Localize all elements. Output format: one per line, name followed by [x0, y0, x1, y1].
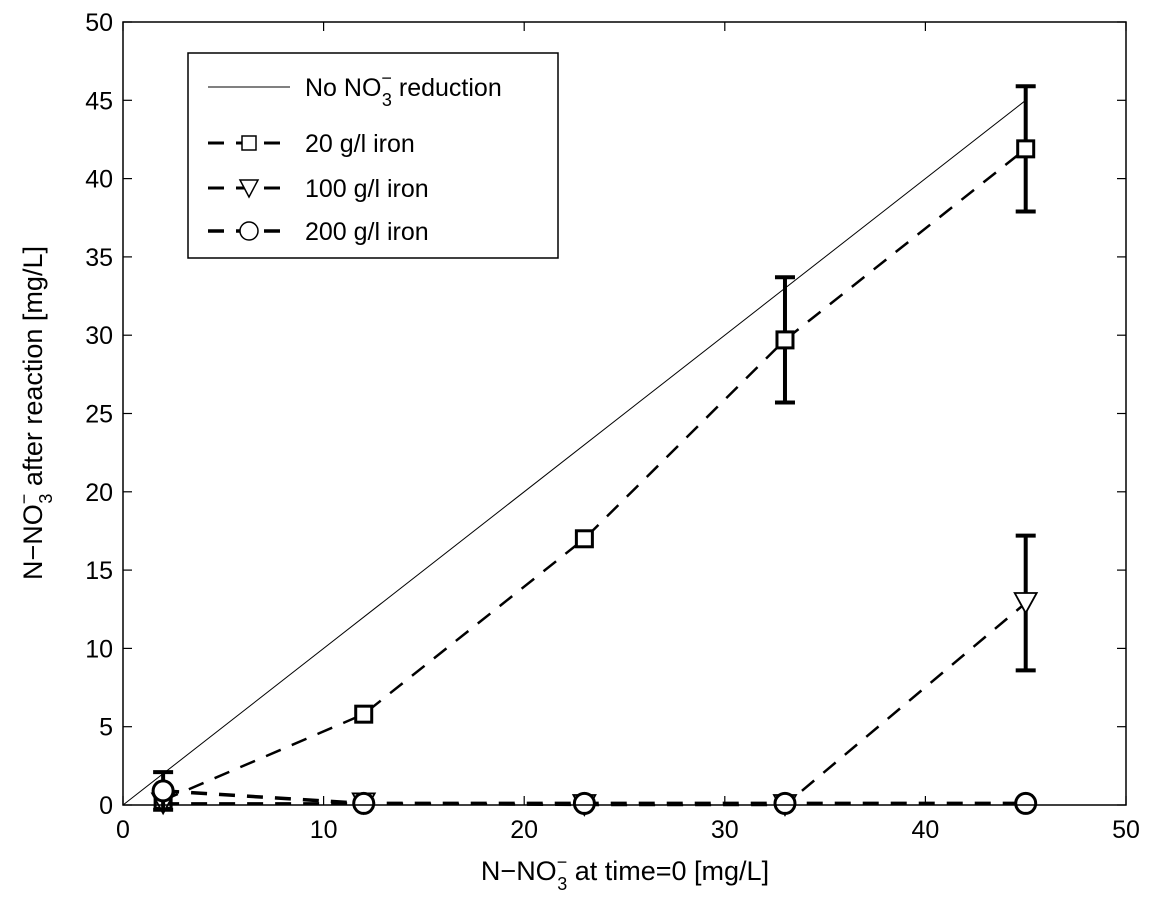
- x-tick-label: 20: [510, 816, 538, 844]
- y-axis-label: N−NO− 3 after reaction [mg/L]: [14, 246, 56, 580]
- x-axis-label: N−NO− 3 at time=0 [mg/L]: [481, 852, 769, 894]
- data-point-square: [354, 704, 374, 724]
- data-point-circle: [151, 779, 175, 803]
- series-200-g-l-iron: [151, 770, 1038, 815]
- legend-label-reference: No NO− 3 reduction: [305, 68, 502, 110]
- x-tick-label: 0: [116, 816, 130, 844]
- y-tick-label: 50: [85, 9, 113, 37]
- legend-marker-circle: [239, 221, 259, 241]
- x-tick-label: 30: [711, 816, 739, 844]
- x-tick-label: 50: [1112, 816, 1140, 844]
- y-tick-label: 35: [85, 244, 113, 272]
- y-tick-label: 15: [85, 557, 113, 585]
- legend-label-20g: 20 g/l iron: [305, 130, 415, 158]
- y-tick-label: 20: [85, 479, 113, 507]
- y-tick-label: 45: [85, 87, 113, 115]
- data-point-circle: [773, 791, 797, 815]
- y-tick-label: 10: [85, 635, 113, 663]
- series-line: [163, 602, 1027, 807]
- x-tick-label: 40: [911, 816, 939, 844]
- legend-marker-triangle: [238, 179, 260, 199]
- legend: No NO− 3 reduction 20 g/l iron 100 g/l ir…: [187, 52, 559, 259]
- y-tick-label: 5: [99, 714, 113, 742]
- data-point-circle: [572, 791, 596, 815]
- data-point-square: [574, 529, 594, 549]
- data-point-square: [775, 330, 795, 350]
- data-point-circle: [1014, 791, 1038, 815]
- y-tick-label: 0: [99, 792, 113, 820]
- series-line: [162, 147, 1027, 802]
- legend-marker-square: [241, 135, 257, 151]
- data-point-square: [1016, 139, 1036, 159]
- x-tick-label: 10: [310, 816, 338, 844]
- series-100-g-l-iron: [150, 533, 1039, 817]
- y-tick-label: 30: [85, 322, 113, 350]
- series-20-g-l-iron: [153, 84, 1036, 810]
- legend-label-200g: 200 g/l iron: [305, 218, 429, 246]
- data-point-circle: [352, 791, 376, 815]
- y-tick-label: 40: [85, 166, 113, 194]
- data-point-triangle: [1013, 592, 1039, 615]
- reference-line: [122, 99, 1027, 806]
- legend-label-100g: 100 g/l iron: [305, 175, 429, 203]
- y-tick-label: 25: [85, 401, 113, 429]
